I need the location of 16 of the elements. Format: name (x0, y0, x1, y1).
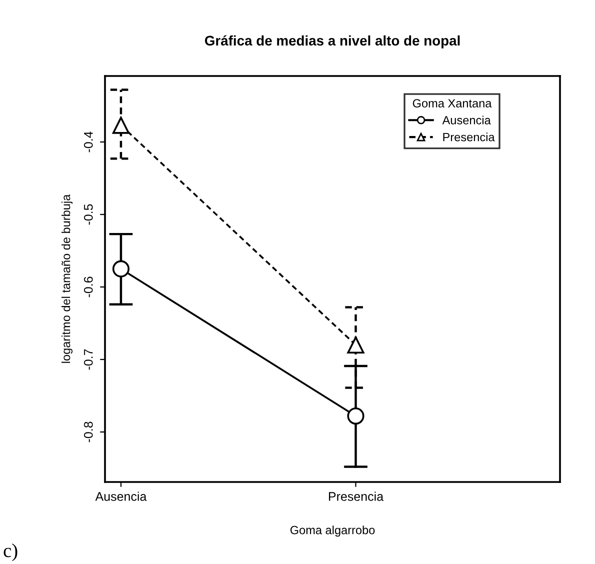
y-tick-label: -0.6 (84, 276, 93, 298)
y-tick-label: -0.8 (84, 422, 93, 442)
y-axis-title: logaritmo del tamaño de burbuja (62, 194, 73, 363)
y-tick-label: -0.7 (84, 349, 93, 370)
point (112, 260, 130, 278)
y-tick-label: -0.4 (84, 132, 93, 152)
x-axis-title: Goma algarrobo (290, 526, 375, 537)
text: c) (4, 544, 18, 562)
point (347, 336, 364, 354)
y-tick-label: -0.5 (84, 204, 93, 225)
legend-label: Ausencia (442, 116, 491, 124)
point (347, 407, 364, 425)
point (112, 116, 130, 134)
legend-title: Goma Xantana (412, 99, 492, 108)
legend-label: Presencia (443, 132, 495, 142)
chart-title: Gráfica de medias a nivel alto de nopal (204, 35, 460, 48)
